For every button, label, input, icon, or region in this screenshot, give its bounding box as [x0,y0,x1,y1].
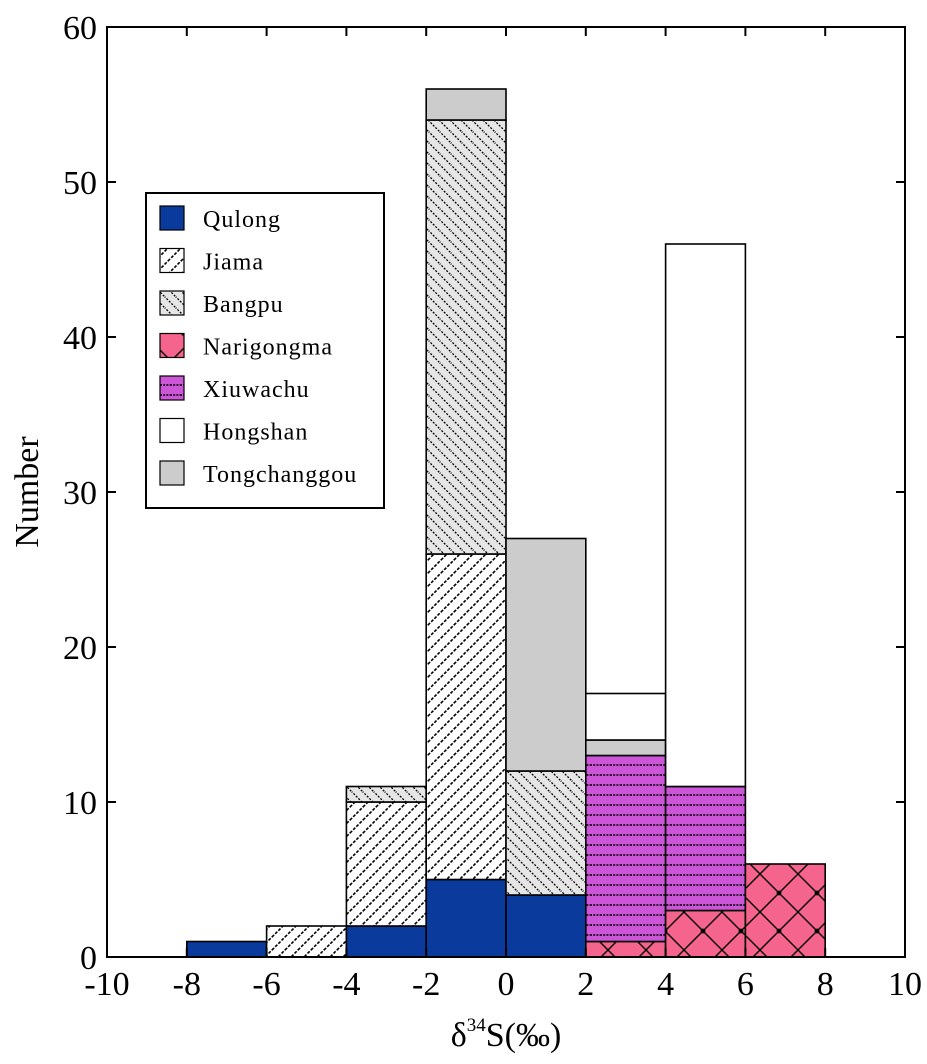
bar-jiama-bin-2 [345,801,427,927]
y-tick-label: 60 [63,10,97,47]
bar-tongchanggou-bin-5 [584,739,667,757]
bar-bangpu-bin-2 [345,785,427,803]
legend-swatch-qulong [159,205,185,231]
x-tick-label: 0 [498,966,515,1003]
x-axis-title-superscript: 34 [467,1015,487,1036]
bar-stacks [186,88,827,958]
legend-swatch-bangpu [159,290,185,316]
bar-hongshan-bin-6 [664,243,747,788]
bar-xiuwachu-bin-5 [584,754,667,943]
axis-ticks: -10 -8 -6 -4 -2 0 2 4 6 8 10 0 10 20 30 40 50 60 [63,10,922,1003]
legend-label-narigongma: Narigongma [203,335,333,361]
y-tick-label: 0 [80,940,97,977]
x-axis-title-rest: S(‰) [486,1017,562,1054]
legend-box [145,192,385,509]
x-tick-label: 8 [817,966,834,1003]
legend-label-jiama: Jiama [203,250,264,276]
y-tick-label: 30 [63,475,97,512]
bar-narigongma-bin-5 [584,940,667,958]
x-axis-title-delta: δ [451,1017,467,1054]
bar-narigongma-bin-7 [744,863,827,958]
bar-bangpu-bin-3 [425,119,507,555]
y-tick-label: 40 [63,320,97,357]
bar-tongchanggou-bin-3 [425,88,507,121]
x-tick-label: 2 [577,966,594,1003]
legend-swatch-tongchanggou [159,460,185,486]
legend-label-hongshan: Hongshan [203,420,308,446]
bar-xiuwachu-bin-6 [664,785,747,912]
legend-swatch-narigongma [159,332,185,359]
x-tick-label: -4 [332,966,360,1003]
legend-swatch-xiuwachu [159,375,185,401]
bar-jiama-bin-1 [265,925,348,958]
bar-qulong-bin-2 [345,925,427,958]
legend-label-qulong: Qulong [203,207,281,233]
x-tick-label: -8 [173,966,201,1003]
x-tick-label: 10 [888,966,922,1003]
y-axis-title: Number [9,436,46,548]
bar-hongshan-bin-5 [584,692,667,741]
bar-qulong-bin-4 [505,894,587,958]
bar-bangpu-bin-4 [505,770,587,896]
y-tick-label: 20 [63,630,97,667]
bar-qulong-bin-3 [425,878,507,958]
bar-qulong-bin-0 [186,940,268,958]
x-tick-label: 4 [657,966,674,1003]
y-tick-label: 50 [63,165,97,202]
x-tick-label: -10 [84,966,129,1003]
x-tick-label: 6 [737,966,754,1003]
x-axis-title: δ34S(‰) [451,1015,562,1054]
y-tick-label: 10 [63,785,97,822]
legend-label-tongchanggou: Tongchanggou [203,462,357,488]
legend-label-bangpu: Bangpu [203,292,284,318]
bar-tongchanggou-bin-4 [505,537,587,772]
legend: Qulong Jiama Bangpu Narigongma Xiuwachu Hongs… [145,192,385,509]
bar-narigongma-bin-6 [664,909,747,958]
legend-swatch-hongshan [159,417,185,444]
legend-swatch-jiama [159,247,185,274]
bar-jiama-bin-3 [425,553,507,881]
x-tick-label: -6 [252,966,280,1003]
legend-label-xiuwachu: Xiuwachu [203,377,310,403]
x-tick-label: -2 [412,966,440,1003]
